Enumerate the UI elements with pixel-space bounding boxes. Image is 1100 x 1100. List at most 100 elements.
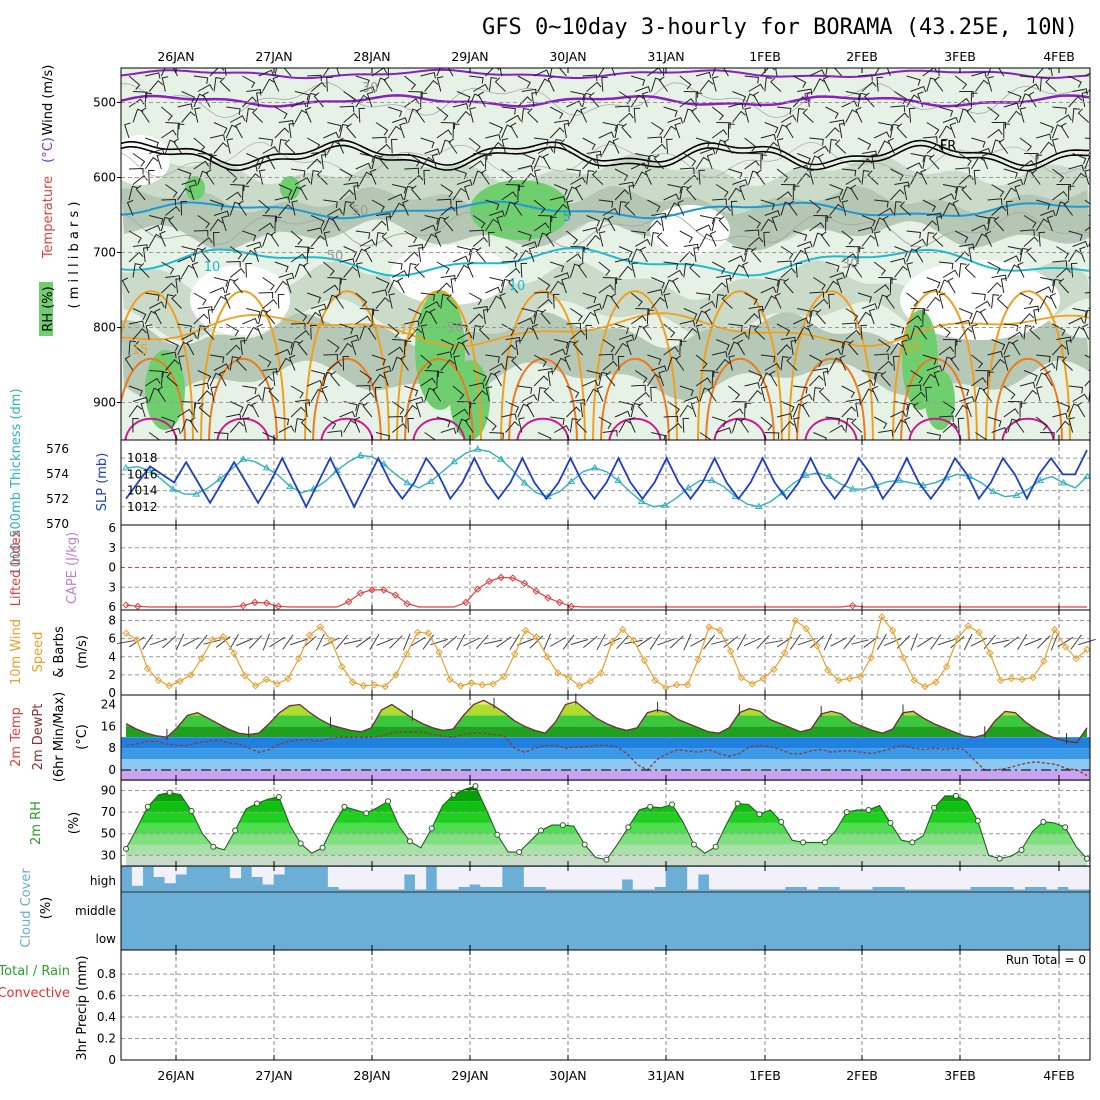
wind-barb — [570, 308, 583, 322]
wind-barb — [764, 277, 780, 287]
thickness-point — [590, 463, 599, 471]
wind-barb — [760, 199, 775, 210]
wind-barb — [813, 367, 829, 375]
wind-barb — [582, 247, 590, 263]
slp-tick-label: 1014 — [127, 484, 158, 498]
wind-barb — [1040, 432, 1055, 439]
wind-barb — [1068, 95, 1083, 108]
rh-point — [254, 800, 261, 807]
wind-barb — [728, 168, 743, 179]
wind-barb — [834, 139, 847, 154]
wind-speed-point — [575, 682, 584, 690]
wind-barb — [971, 137, 986, 148]
wind-barb — [666, 138, 673, 154]
wind-speed-point — [273, 680, 281, 688]
wind-barb — [906, 402, 916, 418]
rh-point — [603, 856, 610, 863]
wind-barb — [809, 222, 825, 232]
wind-barb — [177, 103, 193, 110]
wind-barb — [489, 122, 503, 134]
high-cloud-gap — [708, 867, 721, 890]
wind-barb — [521, 88, 537, 96]
wind-barb — [646, 373, 661, 387]
temp-contour-diurnal — [312, 357, 382, 440]
wind-barb — [225, 278, 236, 294]
wind-barb — [699, 79, 714, 92]
wind-barb — [1040, 209, 1056, 217]
wind-barb — [320, 154, 328, 170]
li-tick-label: 6 — [108, 600, 116, 614]
wind-barb — [874, 353, 889, 361]
wind-barb — [1070, 262, 1078, 278]
wind-barb — [663, 68, 665, 77]
wind-barb — [634, 370, 648, 384]
li-point — [344, 598, 353, 606]
wind-barb — [942, 356, 953, 371]
high-cloud-gap — [447, 867, 459, 890]
wind-barb — [955, 385, 970, 396]
high-cloud-gap — [828, 867, 840, 887]
wind-barb — [683, 91, 699, 98]
wind-barb — [1015, 417, 1025, 433]
surface-wind-barb — [430, 638, 448, 646]
wind-barb — [371, 136, 387, 144]
wind-barb — [764, 77, 773, 92]
wind-barb — [974, 387, 986, 402]
wind-barb — [511, 356, 523, 371]
wind-barb — [323, 284, 339, 294]
wind-barb — [776, 412, 793, 420]
wind-barb — [262, 146, 279, 154]
wind-barb — [829, 184, 844, 196]
wind-barb — [582, 379, 599, 387]
surface-wind-barb — [422, 634, 435, 650]
wind-barb — [711, 261, 726, 275]
wind-barb — [1019, 137, 1032, 152]
wind-barb — [1036, 199, 1051, 210]
wind-barb — [561, 277, 568, 294]
wind-barb — [828, 293, 835, 309]
wind-barb — [707, 386, 717, 402]
wind-barb — [375, 213, 391, 220]
slp-axis-label: SLP (mb) — [95, 453, 110, 512]
pressure-tick-label: 600 — [93, 171, 116, 185]
wind-barb — [326, 76, 333, 92]
wind-barb — [760, 218, 774, 232]
surface-wind-barb — [669, 635, 684, 649]
wind-barb — [855, 106, 863, 123]
wind-barb — [605, 371, 616, 387]
wind-barb — [181, 401, 197, 409]
high-cloud-gap — [164, 867, 176, 884]
wind-barb — [987, 128, 1003, 139]
wind-speed-point — [608, 638, 616, 646]
wind-barb — [588, 92, 600, 108]
thickness-point — [286, 482, 294, 490]
wind-barb — [364, 246, 373, 263]
wind-barb — [760, 416, 773, 431]
rh-legend-swatch — [39, 282, 53, 336]
wind-barb — [878, 277, 893, 284]
wind-barb — [356, 262, 363, 278]
wind-barb — [641, 91, 649, 108]
li-point — [262, 599, 271, 607]
wind-barb — [593, 308, 601, 325]
thickness-line — [125, 448, 1088, 508]
wind-barb — [165, 184, 178, 198]
rh-fill-band — [126, 833, 1087, 845]
below-zero-band — [121, 770, 1090, 780]
wind-barb — [133, 341, 146, 356]
wind-barb — [695, 156, 709, 170]
wind-barb — [744, 75, 760, 84]
wind-barb — [792, 75, 807, 88]
high-cloud-gap — [600, 867, 612, 890]
wind-speed-point — [208, 635, 217, 644]
wind-barb — [845, 91, 861, 101]
wind-barb — [161, 106, 173, 121]
wind-barb — [1052, 323, 1066, 336]
wind-barb — [922, 199, 936, 212]
wind-speed-point — [1007, 674, 1016, 683]
wind-barb — [1003, 255, 1020, 263]
wind-barb — [374, 387, 382, 402]
wind-barb — [861, 370, 877, 380]
wind-barb — [482, 309, 490, 325]
wind-speed-point — [651, 676, 659, 685]
